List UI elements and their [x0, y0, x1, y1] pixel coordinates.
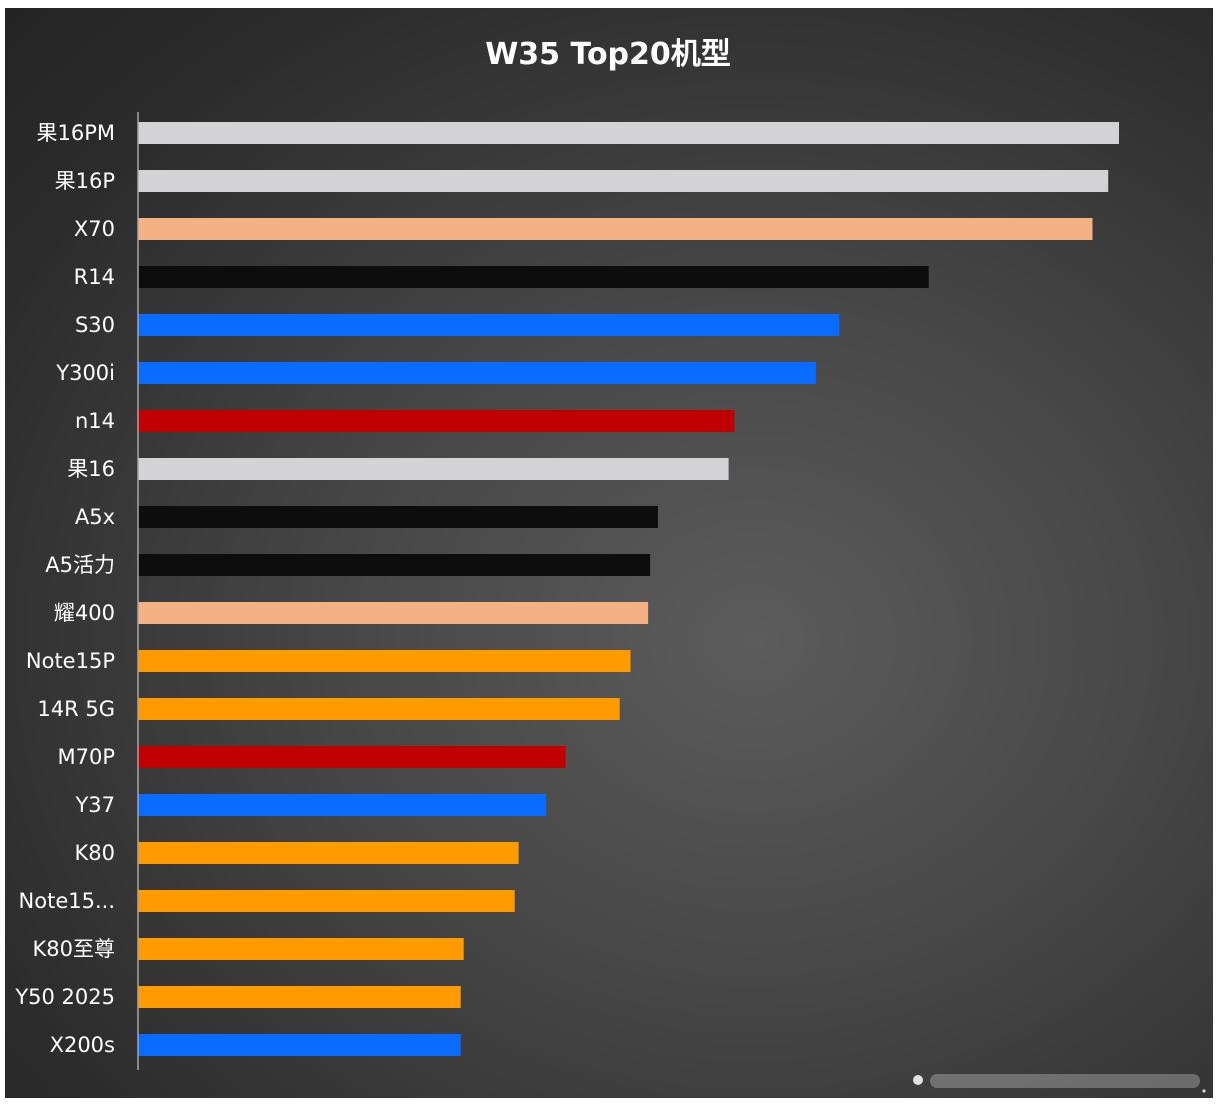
category-label-9: A5x: [75, 505, 115, 529]
bar-12: [138, 650, 631, 672]
bar-2: [138, 170, 1109, 192]
bar-19: [138, 986, 461, 1008]
bars: [138, 122, 1119, 1056]
bar-16: [138, 842, 519, 864]
bar-17: [138, 890, 515, 912]
category-label-17: Note15...: [19, 889, 115, 913]
category-label-7: n14: [75, 409, 115, 433]
category-label-14: M70P: [57, 745, 115, 769]
bar-15: [138, 794, 547, 816]
category-label-18: K80至尊: [33, 937, 116, 961]
category-label-1: 果16PM: [36, 121, 115, 145]
category-label-15: Y37: [74, 793, 115, 817]
category-label-11: 耀400: [54, 601, 115, 625]
category-label-12: Note15P: [26, 649, 115, 673]
bar-13: [138, 698, 620, 720]
category-label-13: 14R 5G: [37, 697, 115, 721]
bar-8: [138, 458, 729, 480]
category-label-6: Y300i: [55, 361, 115, 385]
bar-4: [138, 266, 929, 288]
category-label-16: K80: [75, 841, 116, 865]
bar-chart: W35 Top20机型 果16PM果16PX70R14S30Y300in14果1…: [14, 37, 1119, 1070]
chart-background: W35 Top20机型 果16PM 果16P X70 R14 S30 Y300i n14 果1…: [5, 8, 1213, 1098]
category-label-4: R14: [74, 265, 115, 289]
category-label-8: 果16: [67, 457, 115, 481]
bar-6: [138, 362, 816, 384]
bar-1: [138, 122, 1119, 144]
watermark-graphic: [913, 1074, 1206, 1093]
chart-title: W35 Top20机型: [485, 37, 731, 72]
category-labels: 果16PM 果16P X70 R14 S30 Y300i n14 果16 A5x A5活力耀400…: [14, 121, 115, 1057]
bar-18: [138, 938, 464, 960]
bar-11: [138, 602, 649, 624]
bar-10: [138, 554, 651, 576]
category-label-19: Y50 2025: [14, 985, 115, 1009]
bar-7: [138, 410, 735, 432]
bar-5: [138, 314, 840, 336]
bar-3: [138, 218, 1093, 240]
category-label-2: 果16P: [55, 169, 115, 193]
bar-9: [138, 506, 658, 528]
category-label-3: X70: [74, 217, 115, 241]
bar-20: [138, 1034, 461, 1056]
category-label-20: X200s: [50, 1033, 115, 1057]
category-label-10: A5活力: [45, 553, 115, 577]
category-label-5: S30: [75, 313, 115, 337]
bar-14: [138, 746, 566, 768]
